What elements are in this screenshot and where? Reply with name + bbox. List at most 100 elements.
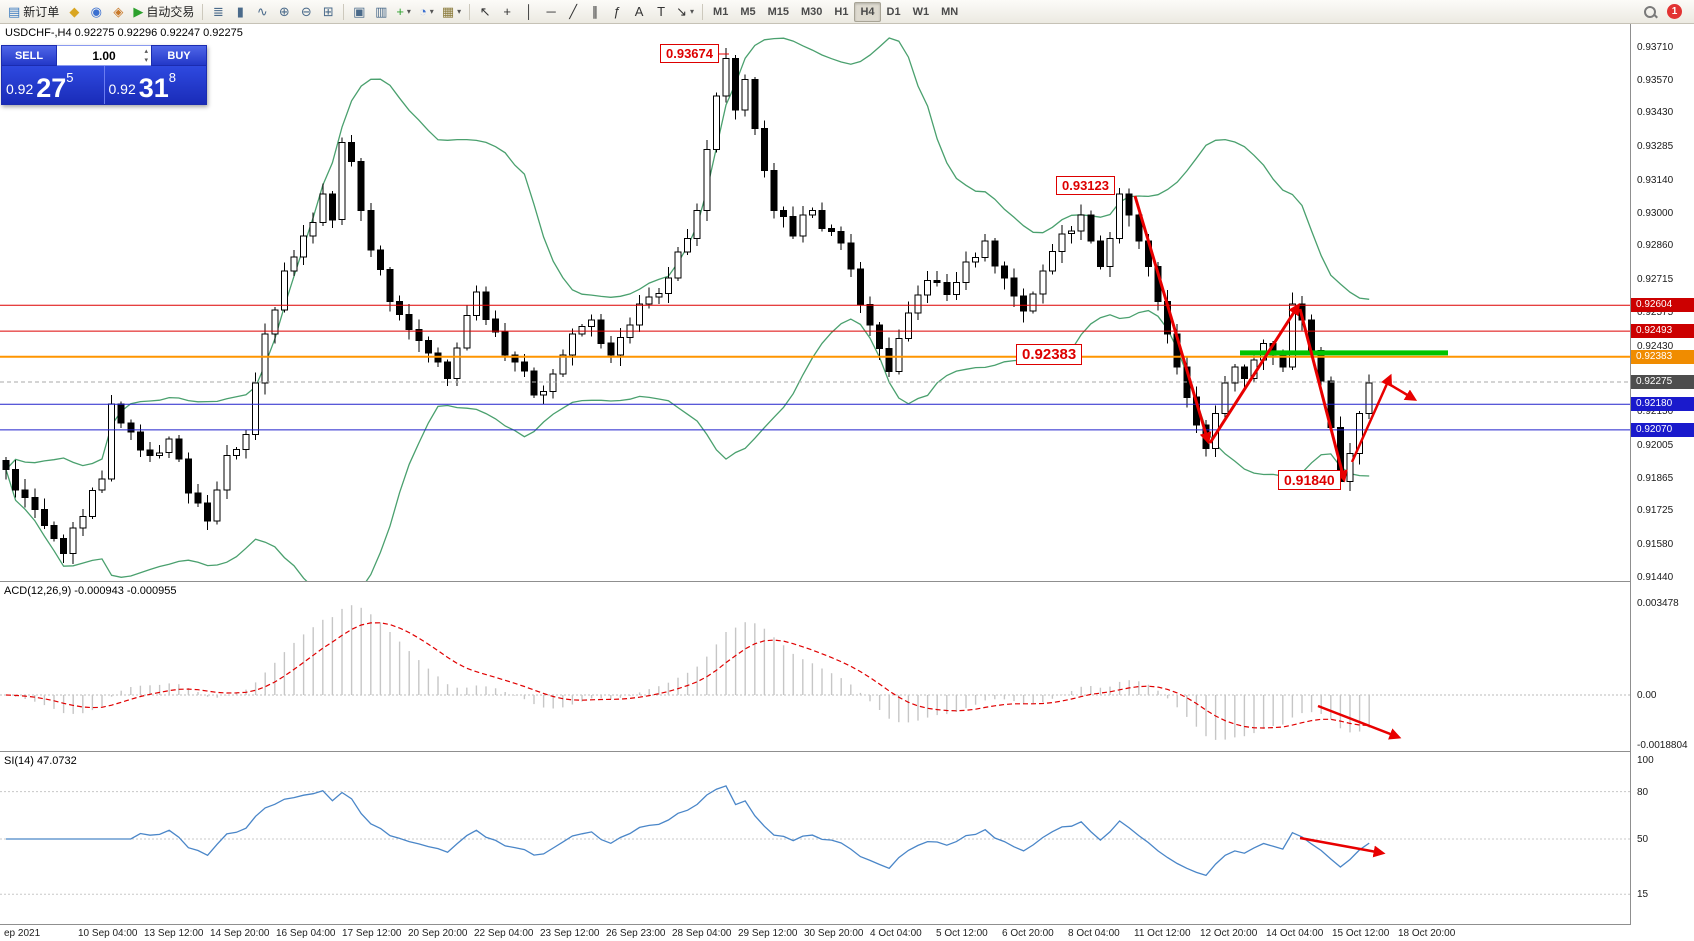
rsi-axis-label: 15 — [1637, 889, 1649, 900]
fibonacci-button[interactable]: ƒ — [606, 2, 628, 22]
macd-axis-label: -0.0018804 — [1637, 740, 1688, 751]
time-axis-label: 22 Sep 04:00 — [474, 928, 534, 939]
autotrading-button[interactable]: ▶ 自动交易 — [129, 2, 198, 22]
chevron-down-icon: ▾ — [429, 7, 434, 16]
crosshair-button[interactable]: + — [496, 2, 518, 22]
tile-windows-button[interactable]: ⊞ — [317, 2, 339, 22]
volume-value: 1.00 — [92, 48, 116, 63]
price-axis-label: 0.91580 — [1637, 539, 1674, 550]
macd-axis-label: 0.00 — [1637, 690, 1657, 701]
indicator-list-button[interactable]: ◆ — [63, 2, 85, 22]
candlestick-chart-button[interactable]: ▮ — [229, 2, 251, 22]
cascade-windows-button[interactable]: ▣ — [348, 2, 370, 22]
time-axis-label: 30 Sep 20:00 — [804, 928, 864, 939]
label-button[interactable]: T — [650, 2, 672, 22]
channel-icon: ∥ — [591, 4, 599, 19]
search-icon[interactable] — [1643, 5, 1657, 19]
candlestick-chart-icon: ▮ — [236, 4, 244, 19]
timeframe-m15-button[interactable]: M15 — [767, 5, 790, 18]
autotrading-button-label: 自动交易 — [146, 5, 195, 19]
stepper-down-icon: ▾ — [144, 57, 148, 64]
time-axis-label: 6 Oct 20:00 — [1002, 928, 1054, 939]
main-chart-panel[interactable] — [0, 24, 1630, 581]
period-icon: ◔ — [418, 4, 427, 19]
toolbar-separator — [702, 3, 704, 20]
one-click-trading-panel: SELL 1.00 ▴ ▾ BUY 0.92 27 5 0.92 31 8 — [1, 45, 207, 105]
toolbar-separator — [469, 3, 471, 20]
time-axis-label: 29 Sep 12:00 — [738, 928, 798, 939]
time-axis-label: 11 Oct 12:00 — [1134, 928, 1191, 939]
high-callout[interactable]: 0.93674 — [660, 44, 719, 63]
low-callout[interactable]: 0.91840 — [1278, 470, 1341, 490]
timeframe-mn-button[interactable]: MN — [941, 5, 959, 18]
profiles-button[interactable]: ◉ — [85, 2, 107, 22]
time-axis-label: 20 Sep 20:00 — [408, 928, 468, 939]
time-axis-border — [0, 924, 1694, 925]
buy-button[interactable]: BUY — [151, 45, 207, 66]
macd-panel[interactable] — [0, 582, 1630, 751]
trendline-icon: ╱ — [569, 4, 578, 19]
price-axis-label: 0.92150 — [1637, 406, 1674, 417]
vertical-line-button[interactable]: │ — [518, 2, 540, 22]
rsi-label: SI(14) 47.0732 — [4, 755, 77, 767]
zoom-out-button[interactable]: ⊖ — [295, 2, 317, 22]
timeframe-h4-button[interactable]: H4 — [854, 1, 881, 22]
timeframe-m30-button[interactable]: M30 — [801, 5, 823, 18]
price-axis-label: 0.93140 — [1637, 175, 1674, 186]
timeframe-h1-button[interactable]: H1 — [834, 5, 849, 18]
chevron-down-icon: ▾ — [690, 7, 695, 16]
period-button[interactable]: ◔ ▾ — [415, 2, 438, 22]
time-axis[interactable]: ep 2021 10 Sep 04:00 13 Sep 12:00 14 Sep 20… — [0, 925, 1694, 941]
time-axis-label: 26 Sep 23:00 — [606, 928, 666, 939]
price-axis-label: 0.92430 — [1637, 341, 1674, 352]
scripts-button[interactable]: ◈ — [107, 2, 129, 22]
sell-button[interactable]: SELL — [1, 45, 57, 66]
volume-stepper[interactable]: ▴ ▾ — [144, 47, 148, 65]
panel-splitter-macd[interactable] — [0, 581, 1694, 582]
new-chart-button[interactable]: + ▾ — [392, 2, 415, 22]
timeframe-d1-button[interactable]: D1 — [886, 5, 901, 18]
resistance-line-2-tag: 0.92493 — [1631, 324, 1694, 338]
new-order-button-label: 新订单 — [23, 5, 60, 19]
arrows-button[interactable]: ↘ ▾ — [672, 2, 698, 22]
templates-icon: ▦ — [441, 4, 455, 19]
chevron-down-icon: ▾ — [406, 7, 411, 16]
price-axis[interactable]: 0.93710 0.93570 0.93430 0.93285 0.93140 0.930… — [1630, 24, 1694, 925]
new-order-button[interactable]: ▤ 新订单 — [4, 2, 63, 22]
time-axis-label: ep 2021 — [4, 928, 41, 939]
new-order-icon: ▤ — [8, 4, 21, 19]
line-chart-icon: ∿ — [256, 4, 268, 19]
timeframe-m1-button[interactable]: M1 — [713, 5, 729, 18]
timeframe-w1-button[interactable]: W1 — [912, 5, 930, 18]
timeframe-m5-button[interactable]: M5 — [740, 5, 756, 18]
volume-input[interactable]: 1.00 ▴ ▾ — [57, 45, 151, 66]
sell-price-sup: 5 — [66, 70, 74, 85]
templates-button[interactable]: ▦ ▾ — [438, 2, 465, 22]
toolbar-separator — [343, 3, 345, 20]
horizontal-line-button[interactable]: ─ — [540, 2, 562, 22]
buy-price[interactable]: 0.92 31 8 — [105, 66, 207, 104]
time-axis-label: 28 Sep 04:00 — [672, 928, 732, 939]
text-button[interactable]: A — [628, 2, 650, 22]
crosshair-icon: + — [503, 4, 511, 19]
rsi-panel[interactable] — [0, 752, 1630, 924]
bar-chart-button[interactable]: ≣ — [207, 2, 229, 22]
cursor-button[interactable]: ↖ — [474, 2, 496, 22]
trendline-button[interactable]: ╱ — [562, 2, 584, 22]
pivot-callout[interactable]: 0.92383 — [1016, 344, 1083, 365]
rsi-axis-label: 100 — [1637, 755, 1654, 766]
notification-badge[interactable]: 1 — [1667, 4, 1682, 19]
arrange-windows-button[interactable]: ▥ — [370, 2, 392, 22]
current-price-line-tag: 0.92275 — [1631, 375, 1694, 389]
lower-high-callout[interactable]: 0.93123 — [1056, 176, 1115, 195]
sell-price[interactable]: 0.92 27 5 — [2, 66, 105, 104]
channel-button[interactable]: ∥ — [584, 2, 606, 22]
panel-splitter-rsi[interactable] — [0, 751, 1694, 752]
price-axis-label: 0.91440 — [1637, 572, 1674, 583]
zoom-in-button[interactable]: ⊕ — [273, 2, 295, 22]
time-axis-label: 13 Sep 12:00 — [144, 928, 204, 939]
time-axis-label: 18 Oct 20:00 — [1398, 928, 1456, 939]
line-chart-button[interactable]: ∿ — [251, 2, 273, 22]
price-axis-label: 0.91865 — [1637, 473, 1674, 484]
